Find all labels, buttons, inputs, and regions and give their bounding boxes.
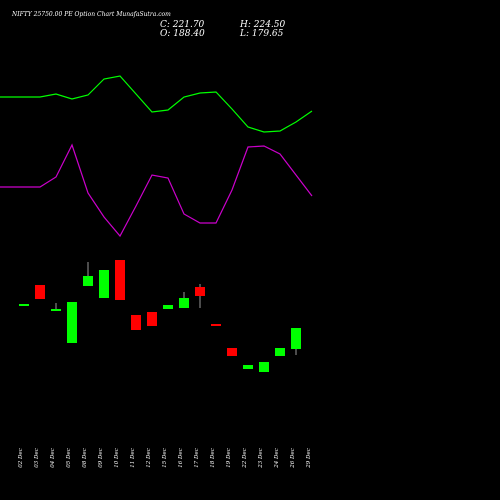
high-value: H: 224.50	[240, 20, 286, 30]
candle-body	[211, 324, 221, 326]
candle-body	[147, 312, 157, 326]
x-tick-label: 09 Dec	[98, 448, 104, 468]
candle-body	[83, 276, 93, 286]
candle-body	[99, 270, 109, 298]
x-tick-label: 11 Dec	[130, 448, 136, 468]
x-tick-label: 10 Dec	[114, 448, 120, 468]
close-value: C: 221.70	[160, 20, 205, 30]
open-value: O: 188.40	[160, 29, 205, 39]
lower-band-line	[0, 143, 313, 238]
candle-body	[179, 298, 189, 308]
candle-body	[115, 260, 125, 300]
x-tick-label: 02 Dec	[18, 448, 24, 468]
x-tick-label: 18 Dec	[210, 448, 216, 468]
x-tick-label: 23 Dec	[258, 448, 264, 469]
candle-body	[51, 309, 61, 311]
candle-body	[67, 302, 77, 343]
candle-body	[291, 328, 301, 349]
candle-body	[19, 304, 29, 306]
low-value: L: 179.65	[240, 29, 284, 39]
x-tick-label: 05 Dec	[66, 448, 72, 468]
x-tick-label: 03 Dec	[34, 448, 40, 468]
x-tick-label: 04 Dec	[50, 448, 56, 468]
x-tick-label: 19 Dec	[226, 448, 232, 468]
candle-body	[195, 287, 205, 296]
upper-band-line	[0, 75, 313, 133]
x-tick-label: 12 Dec	[146, 448, 152, 468]
x-tick-label: 16 Dec	[178, 448, 184, 468]
x-tick-label: 24 Dec	[274, 448, 280, 469]
x-tick-label: 15 Dec	[162, 448, 168, 468]
candle-body	[227, 348, 237, 356]
candle-body	[131, 315, 141, 330]
candle-body	[259, 362, 269, 372]
x-tick-label: 22 Dec	[242, 448, 248, 469]
candle-body	[35, 285, 45, 299]
x-tick-label: 17 Dec	[194, 448, 200, 468]
x-tick-label: 29 Dec	[306, 448, 312, 469]
chart-caption: NIFTY 25750.00 PE Option Chart MunafaSut…	[12, 11, 171, 18]
candle-body	[243, 365, 253, 369]
x-tick-label: 26 Dec	[290, 448, 296, 469]
candle-body	[275, 348, 285, 356]
x-tick-label: 08 Dec	[82, 448, 88, 468]
candle-body	[163, 305, 173, 309]
